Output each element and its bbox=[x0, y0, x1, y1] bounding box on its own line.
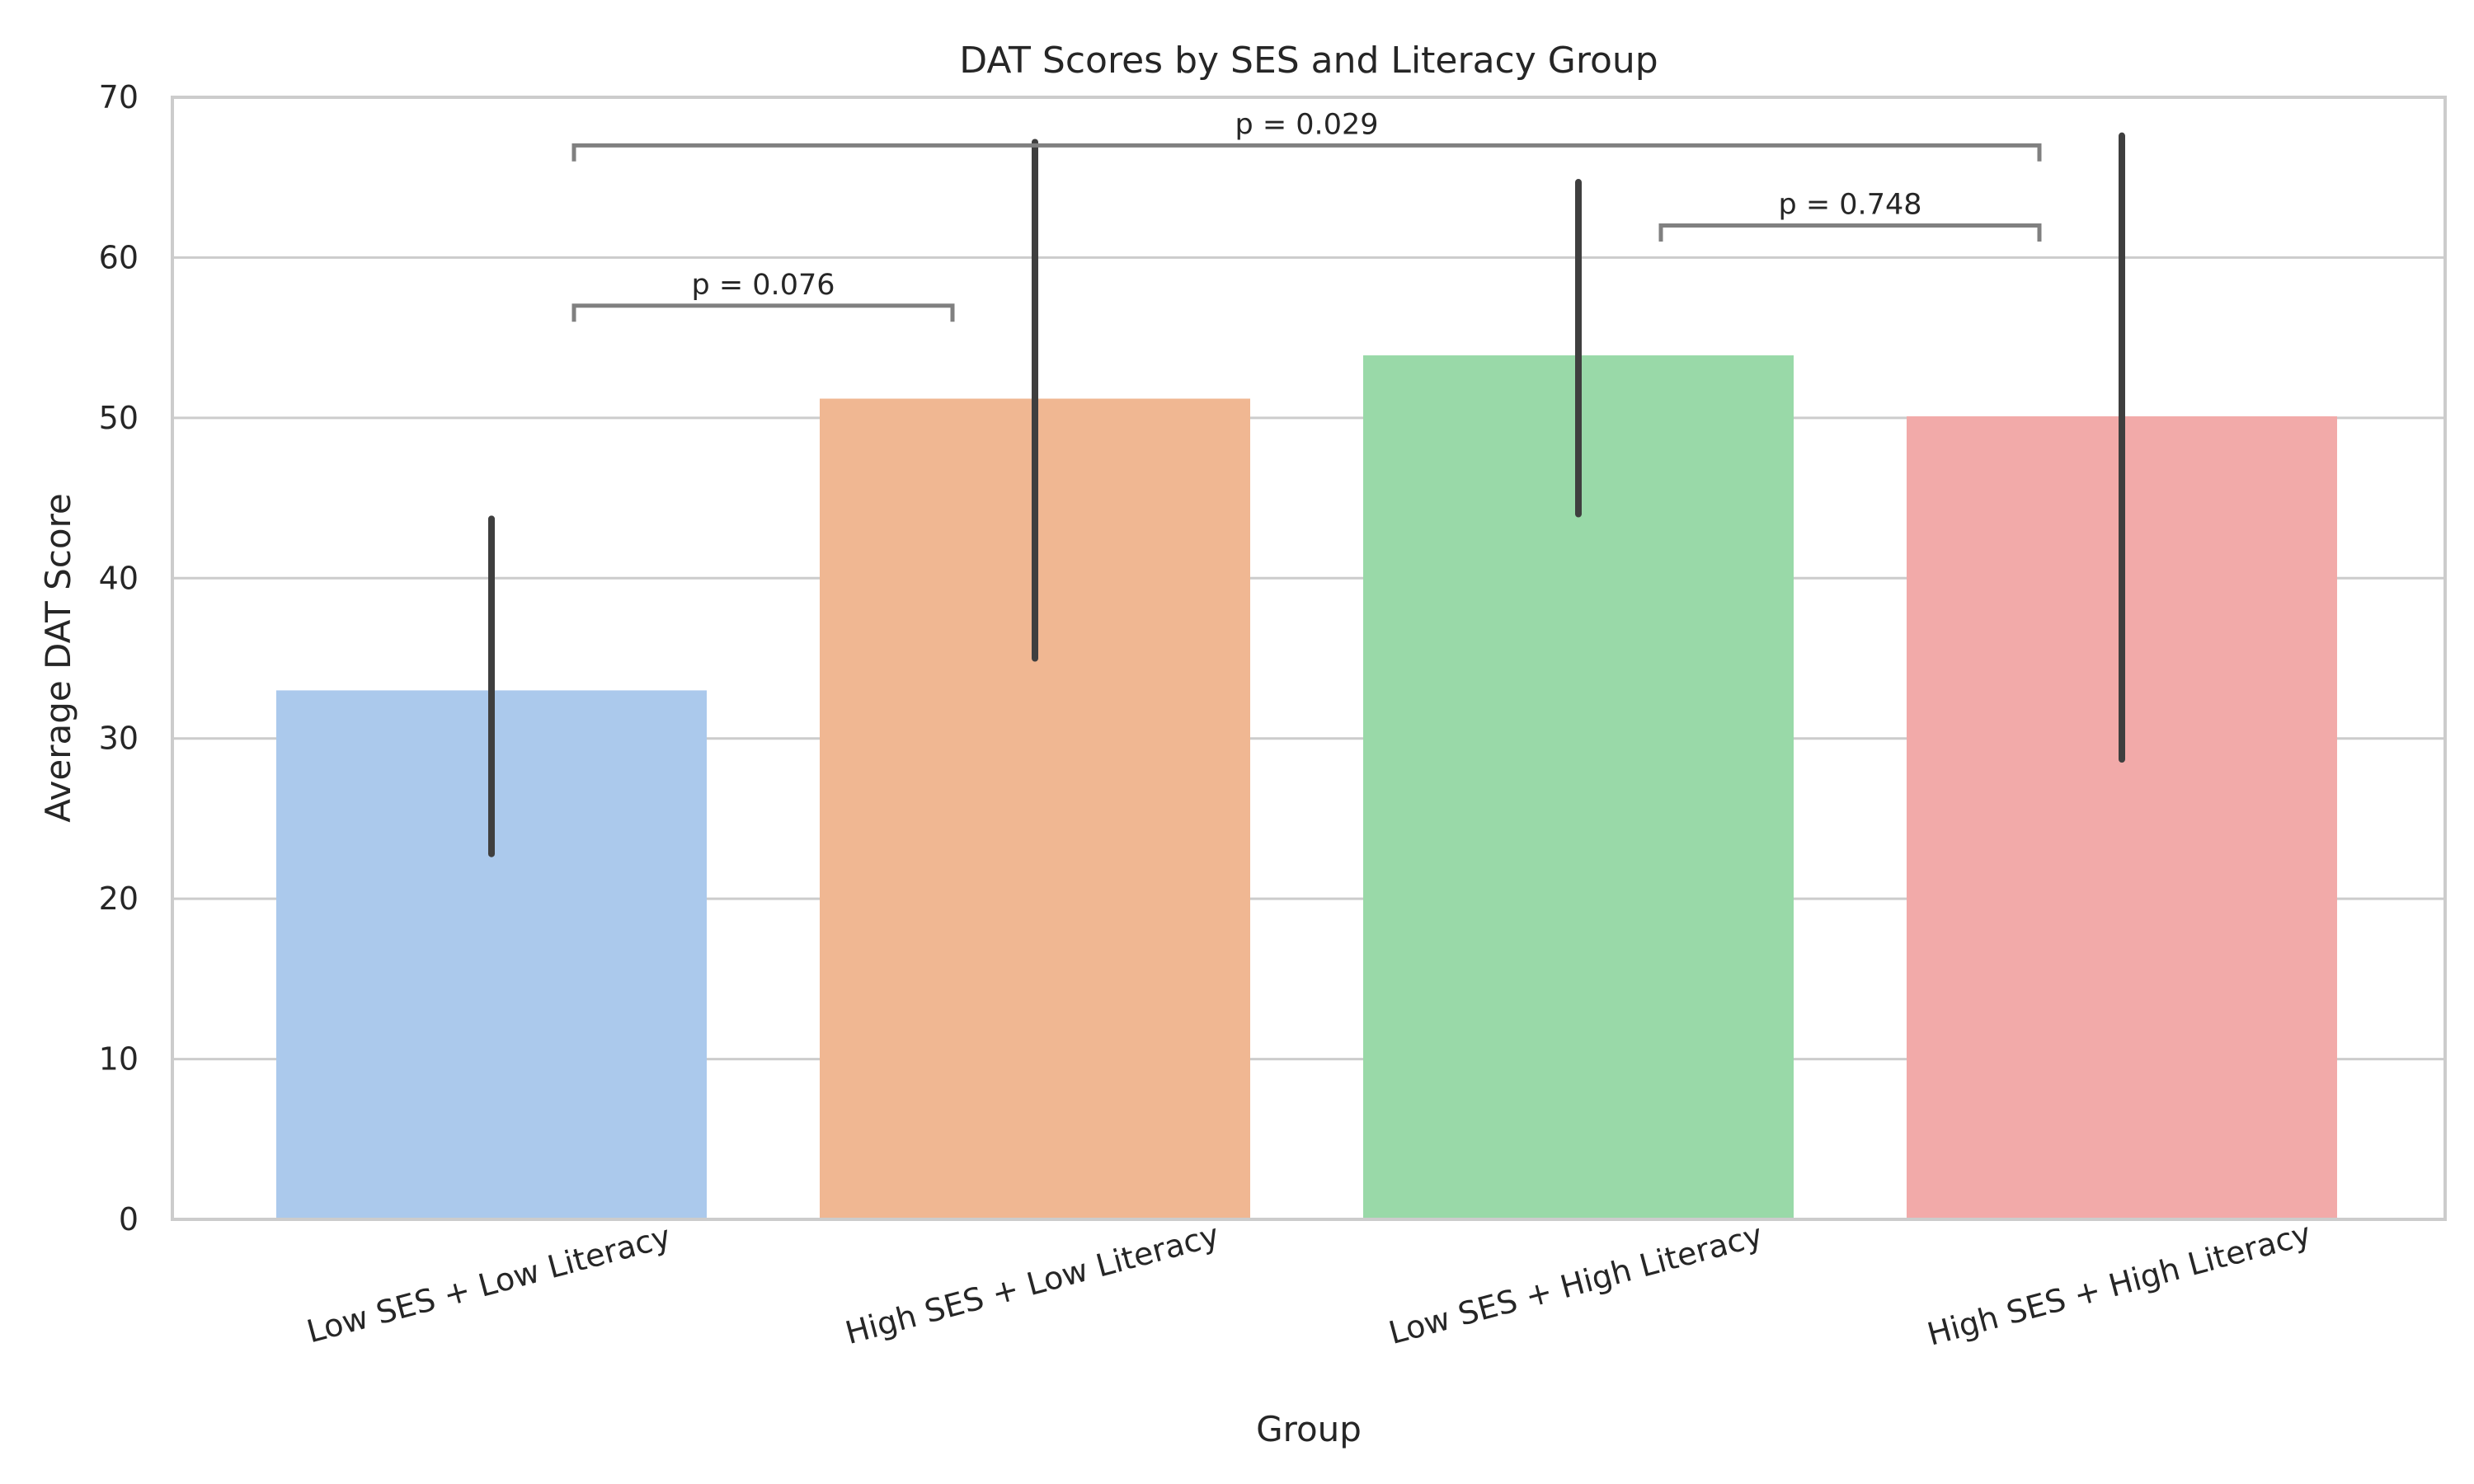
error-bars bbox=[488, 132, 2125, 857]
significance-bracket bbox=[571, 303, 955, 322]
y-tick-label: 70 bbox=[99, 79, 139, 115]
chart-title: DAT Scores by SES and Literacy Group bbox=[959, 40, 1658, 82]
significance-bracket bbox=[1658, 223, 2042, 242]
y-tick-label: 20 bbox=[99, 881, 139, 917]
y-tick-label: 50 bbox=[99, 400, 139, 436]
y-tick-label: 30 bbox=[99, 721, 139, 757]
y-tick-label: 10 bbox=[99, 1041, 139, 1078]
p-value-label: p = 0.748 bbox=[1779, 189, 1922, 222]
significance-bracket bbox=[571, 143, 2042, 162]
y-tick-label: 40 bbox=[99, 560, 139, 596]
significance-brackets: p = 0.076 p = 0.029 p = 0.748 bbox=[571, 108, 2042, 322]
y-axis-ticks: 0 10 20 30 40 50 60 70 bbox=[99, 79, 139, 1237]
y-axis-label: Average DAT Score bbox=[38, 493, 78, 823]
p-value-label: p = 0.029 bbox=[1235, 108, 1379, 141]
y-tick-label: 0 bbox=[119, 1201, 139, 1237]
y-tick-label: 60 bbox=[99, 239, 139, 275]
x-axis-label: Group bbox=[1256, 1409, 1362, 1449]
p-value-label: p = 0.076 bbox=[692, 269, 835, 302]
plot-frame bbox=[171, 96, 2447, 1221]
